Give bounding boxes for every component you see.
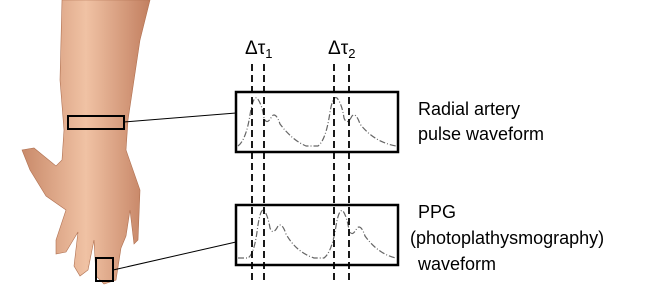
waveform-label: Radial artery (418, 99, 520, 119)
arm-illustration (22, 0, 150, 284)
waveform-box (236, 92, 398, 152)
waveform-label: (photoplathysmography) (410, 228, 604, 248)
waveform-label: waveform (417, 254, 496, 274)
delay-symbol: Δτ (245, 38, 266, 59)
waveform-label: PPG (418, 202, 456, 222)
delay-label: Δτ1 (245, 38, 272, 61)
delay-subscript: 2 (348, 46, 355, 61)
page: Δτ1 Δτ2 Radial artery pulse waveform PPG… (0, 0, 665, 287)
connector (124, 113, 236, 122)
connector (113, 242, 236, 270)
delay-symbol: Δτ (328, 38, 349, 59)
waveform-label: pulse waveform (418, 124, 544, 144)
arm (22, 0, 150, 284)
diagram: Δτ1 Δτ2 Radial artery pulse waveform PPG… (0, 0, 665, 287)
delay-subscript: 1 (265, 46, 272, 61)
delay-label: Δτ2 (328, 38, 355, 61)
